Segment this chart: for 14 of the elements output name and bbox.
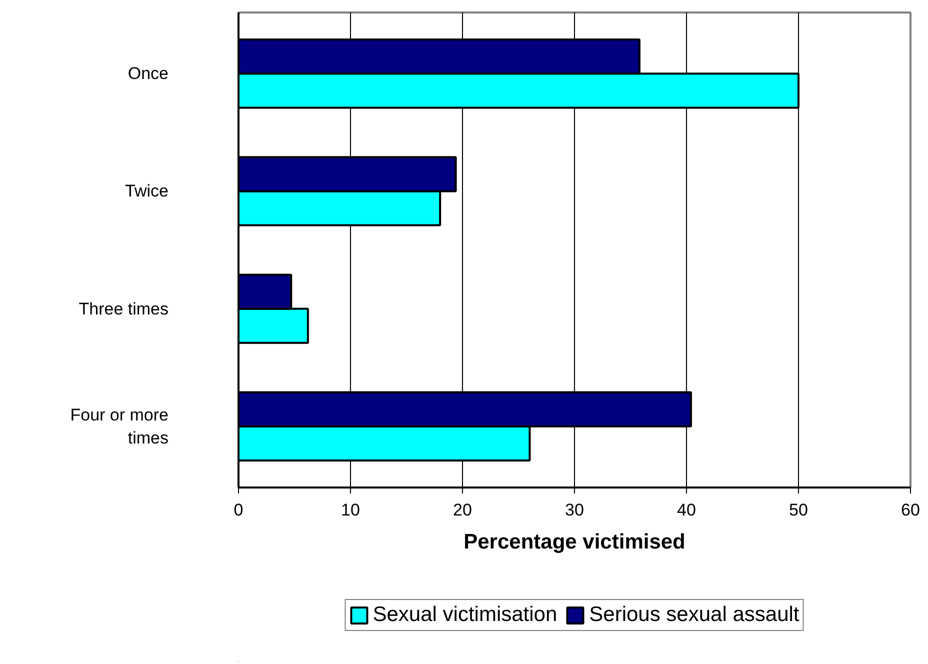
x-tick-label: 0 xyxy=(234,500,244,520)
x-tick-label: 40 xyxy=(677,500,696,520)
legend-label: Sexual victimisation xyxy=(372,603,558,627)
y-tick-label: Twice xyxy=(125,182,169,201)
y-tick-label: Once xyxy=(128,64,169,84)
x-axis-title: Percentage victimised xyxy=(464,530,686,554)
y-tick-label: Four or more times xyxy=(70,405,169,448)
x-tick-label: 60 xyxy=(901,500,920,520)
legend-label: Serious sexual assault xyxy=(589,603,800,627)
x-tick-label: 50 xyxy=(789,500,808,520)
x-tick-label: 20 xyxy=(453,500,472,520)
x-tick-label: 30 xyxy=(565,500,584,520)
x-tick-label: 10 xyxy=(341,500,360,520)
y-tick-label: Three times xyxy=(78,299,168,318)
